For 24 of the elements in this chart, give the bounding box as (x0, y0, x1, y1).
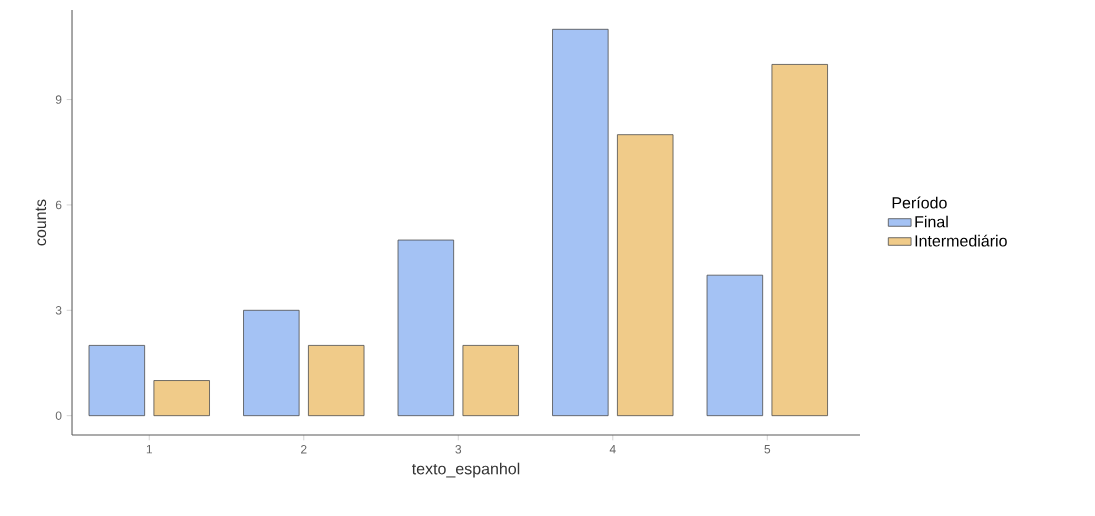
x-tick-label: 4 (609, 445, 616, 454)
bar (153, 380, 210, 417)
x-tick-label: 5 (764, 445, 771, 454)
bar (462, 345, 519, 417)
x-axis-title: texto_espanhol (411, 462, 520, 478)
bar (243, 309, 300, 417)
x-tick-label: 1 (146, 445, 153, 454)
bar (617, 134, 674, 417)
legend-label: Final (915, 215, 948, 228)
bar (397, 239, 455, 417)
x-tick-label: 3 (455, 445, 462, 454)
bar (706, 274, 764, 417)
y-axis-title: counts (35, 199, 47, 246)
y-tick-label: 3 (55, 306, 62, 315)
bar (308, 345, 365, 417)
bar (552, 28, 609, 417)
legend-title: Período (892, 196, 947, 209)
bar (771, 64, 828, 417)
bar (88, 345, 146, 417)
x-tick-label: 2 (301, 445, 307, 454)
y-tick-label: 9 (55, 95, 62, 104)
y-tick-label: 6 (55, 200, 62, 210)
legend-label: Intermediário (915, 234, 1007, 247)
y-tick-label: 0 (55, 411, 62, 420)
